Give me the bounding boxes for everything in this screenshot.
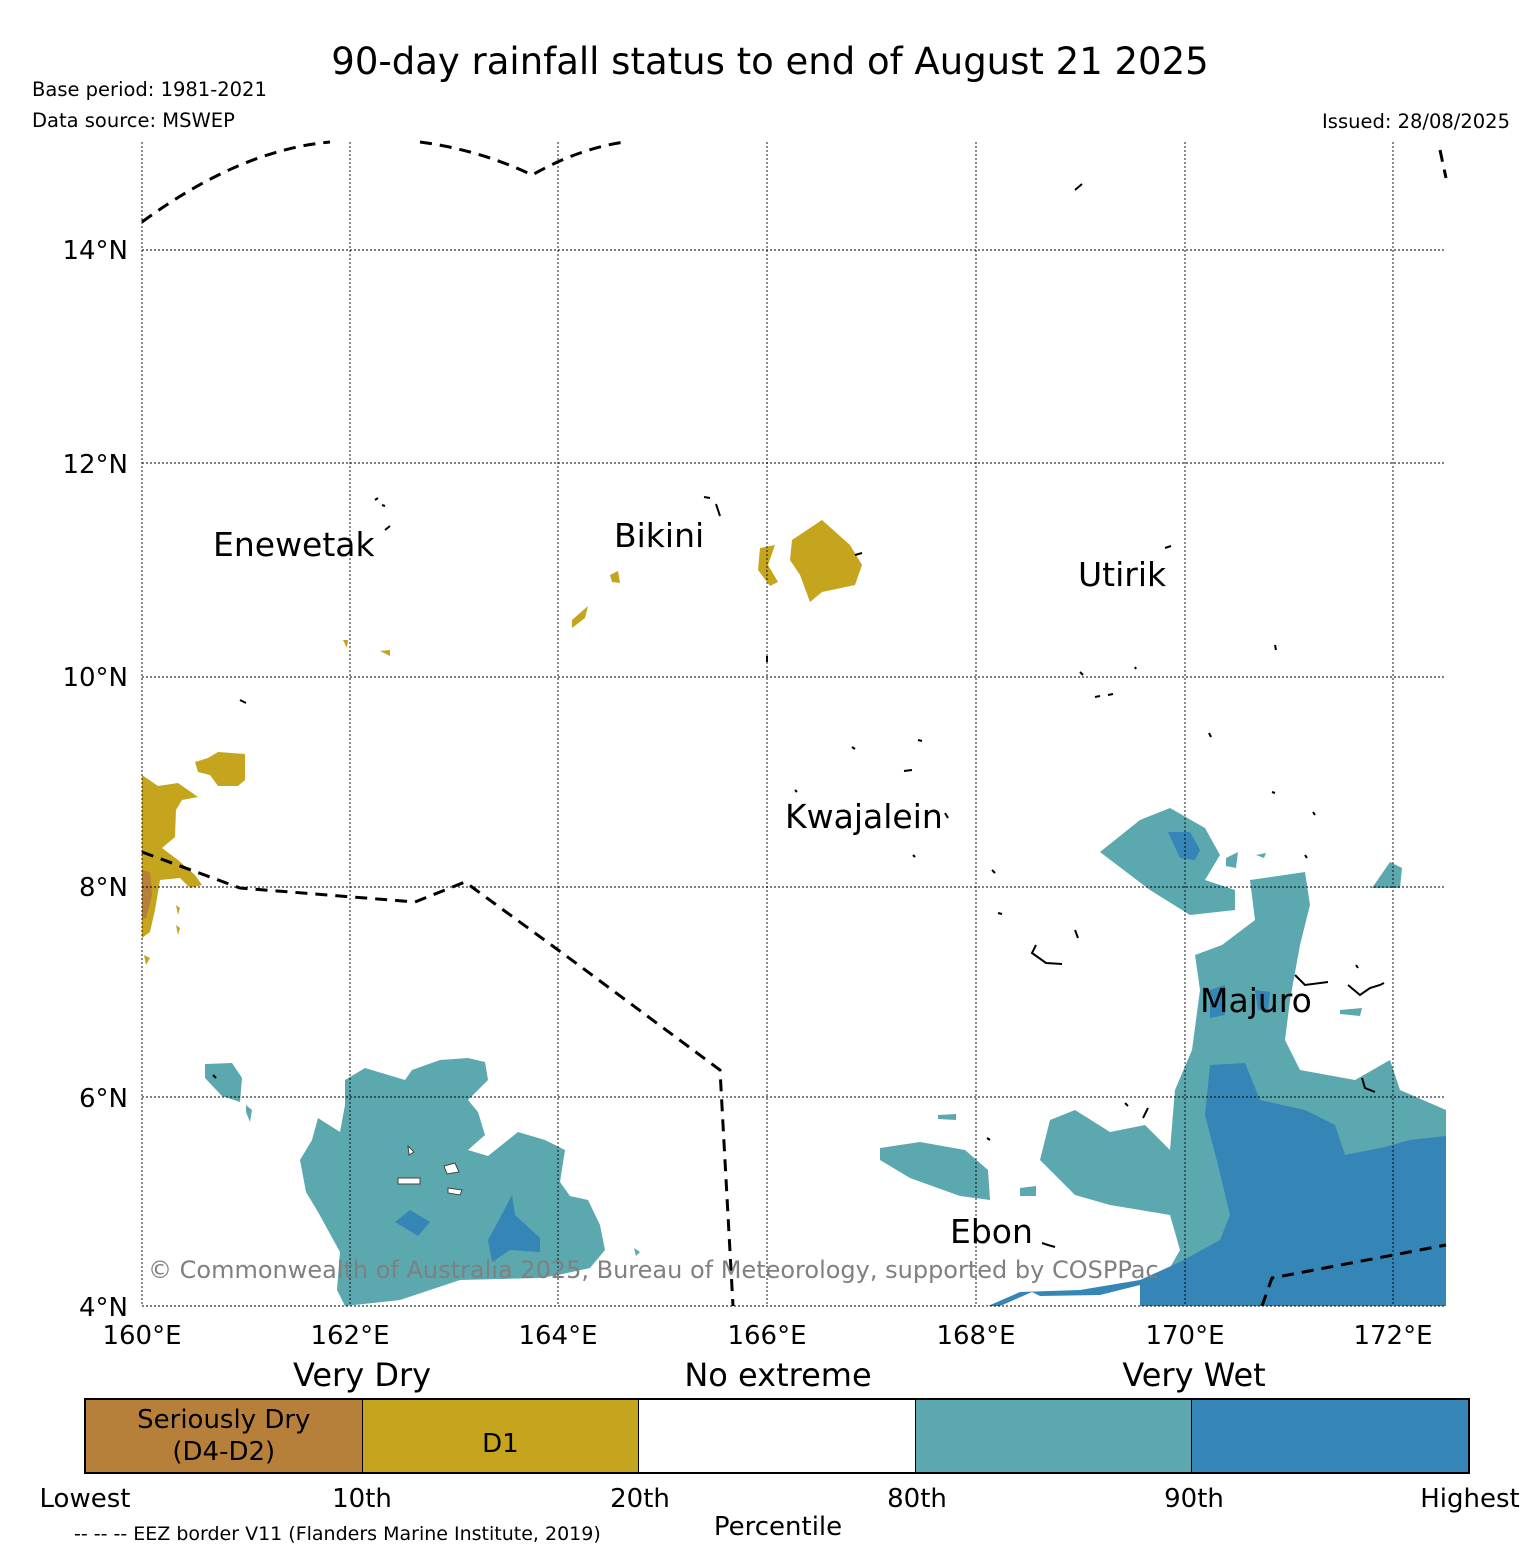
- lon-label: 168°E: [936, 1321, 1015, 1351]
- colorbar-label: Seriously Dry: [137, 1405, 311, 1435]
- legend-category-very-dry: Very Dry: [292, 1356, 432, 1394]
- colorbar-segment-d1: D1: [362, 1400, 640, 1472]
- colorbar-tick: 10th: [332, 1484, 392, 1514]
- place-label-majuro: Majuro: [1200, 981, 1312, 1020]
- rainfall-map: Enewetak Bikini Utirik Kwajalein Majuro …: [62, 140, 1448, 1351]
- colorbar-axis-label: Percentile: [713, 1512, 843, 1542]
- lon-label: 164°E: [518, 1321, 597, 1351]
- dry-d1-regions: [142, 520, 862, 965]
- colorbar-segment-very-wet-80-90: [915, 1400, 1193, 1472]
- island-outlines: [397, 1144, 463, 1196]
- legend-category-very-wet: Very Wet: [1122, 1356, 1266, 1394]
- very-wet-90-plus-regions: [395, 832, 1446, 1306]
- colorbar-tick: 20th: [610, 1484, 670, 1514]
- place-label-enewetak: Enewetak: [213, 525, 376, 564]
- legend-category-no-extreme: No extreme: [684, 1356, 872, 1394]
- lat-label: 6°N: [79, 1084, 128, 1114]
- place-label-utirik: Utirik: [1078, 555, 1167, 594]
- colorbar-tick: Lowest: [39, 1484, 131, 1514]
- eez-borders: [141, 140, 1448, 1307]
- atoll-coastlines: [212, 183, 1385, 1248]
- lon-label: 172°E: [1353, 1321, 1432, 1351]
- lon-label: 170°E: [1145, 1321, 1224, 1351]
- lat-label: 4°N: [79, 1293, 128, 1323]
- lat-label: 14°N: [62, 236, 128, 266]
- colorbar-label: D1: [482, 1429, 519, 1459]
- base-period-text: Base period: 1981-2021: [32, 78, 267, 101]
- page-title: 90-day rainfall status to end of August …: [331, 40, 1209, 83]
- colorbar-segment-no-extreme: [639, 1400, 916, 1472]
- lon-label: 160°E: [102, 1321, 181, 1351]
- colorbar-tick: Highest: [1420, 1484, 1520, 1514]
- lon-label: 162°E: [310, 1321, 389, 1351]
- lat-label: 12°N: [62, 450, 128, 480]
- colorbar-segment-seriously-dry: Seriously Dry (D4-D2): [86, 1400, 363, 1472]
- colorbar-label: (D4-D2): [172, 1437, 276, 1467]
- colorbar-tick: 90th: [1164, 1484, 1224, 1514]
- place-label-bikini: Bikini: [614, 516, 704, 555]
- issued-date-text: Issued: 28/08/2025: [1322, 110, 1510, 133]
- eez-border-note: -- -- -- EEZ border V11 (Flanders Marine…: [74, 1523, 601, 1545]
- lon-label: 166°E: [727, 1321, 806, 1351]
- lat-label: 10°N: [62, 663, 128, 693]
- lat-label: 8°N: [79, 873, 128, 903]
- seriously-dry-regions: [142, 870, 152, 918]
- map-gridlines: [141, 142, 1446, 1307]
- colorbar-segment-very-wet-90-plus: [1192, 1400, 1468, 1472]
- place-label-kwajalein: Kwajalein: [785, 797, 943, 836]
- copyright-text: © Commonwealth of Australia 2025, Bureau…: [148, 1256, 1159, 1284]
- legend-colorbar: Seriously Dry (D4-D2) D1: [84, 1398, 1470, 1474]
- place-label-ebon: Ebon: [950, 1212, 1033, 1251]
- data-source-text: Data source: MSWEP: [32, 109, 235, 132]
- colorbar-tick: 80th: [887, 1484, 947, 1514]
